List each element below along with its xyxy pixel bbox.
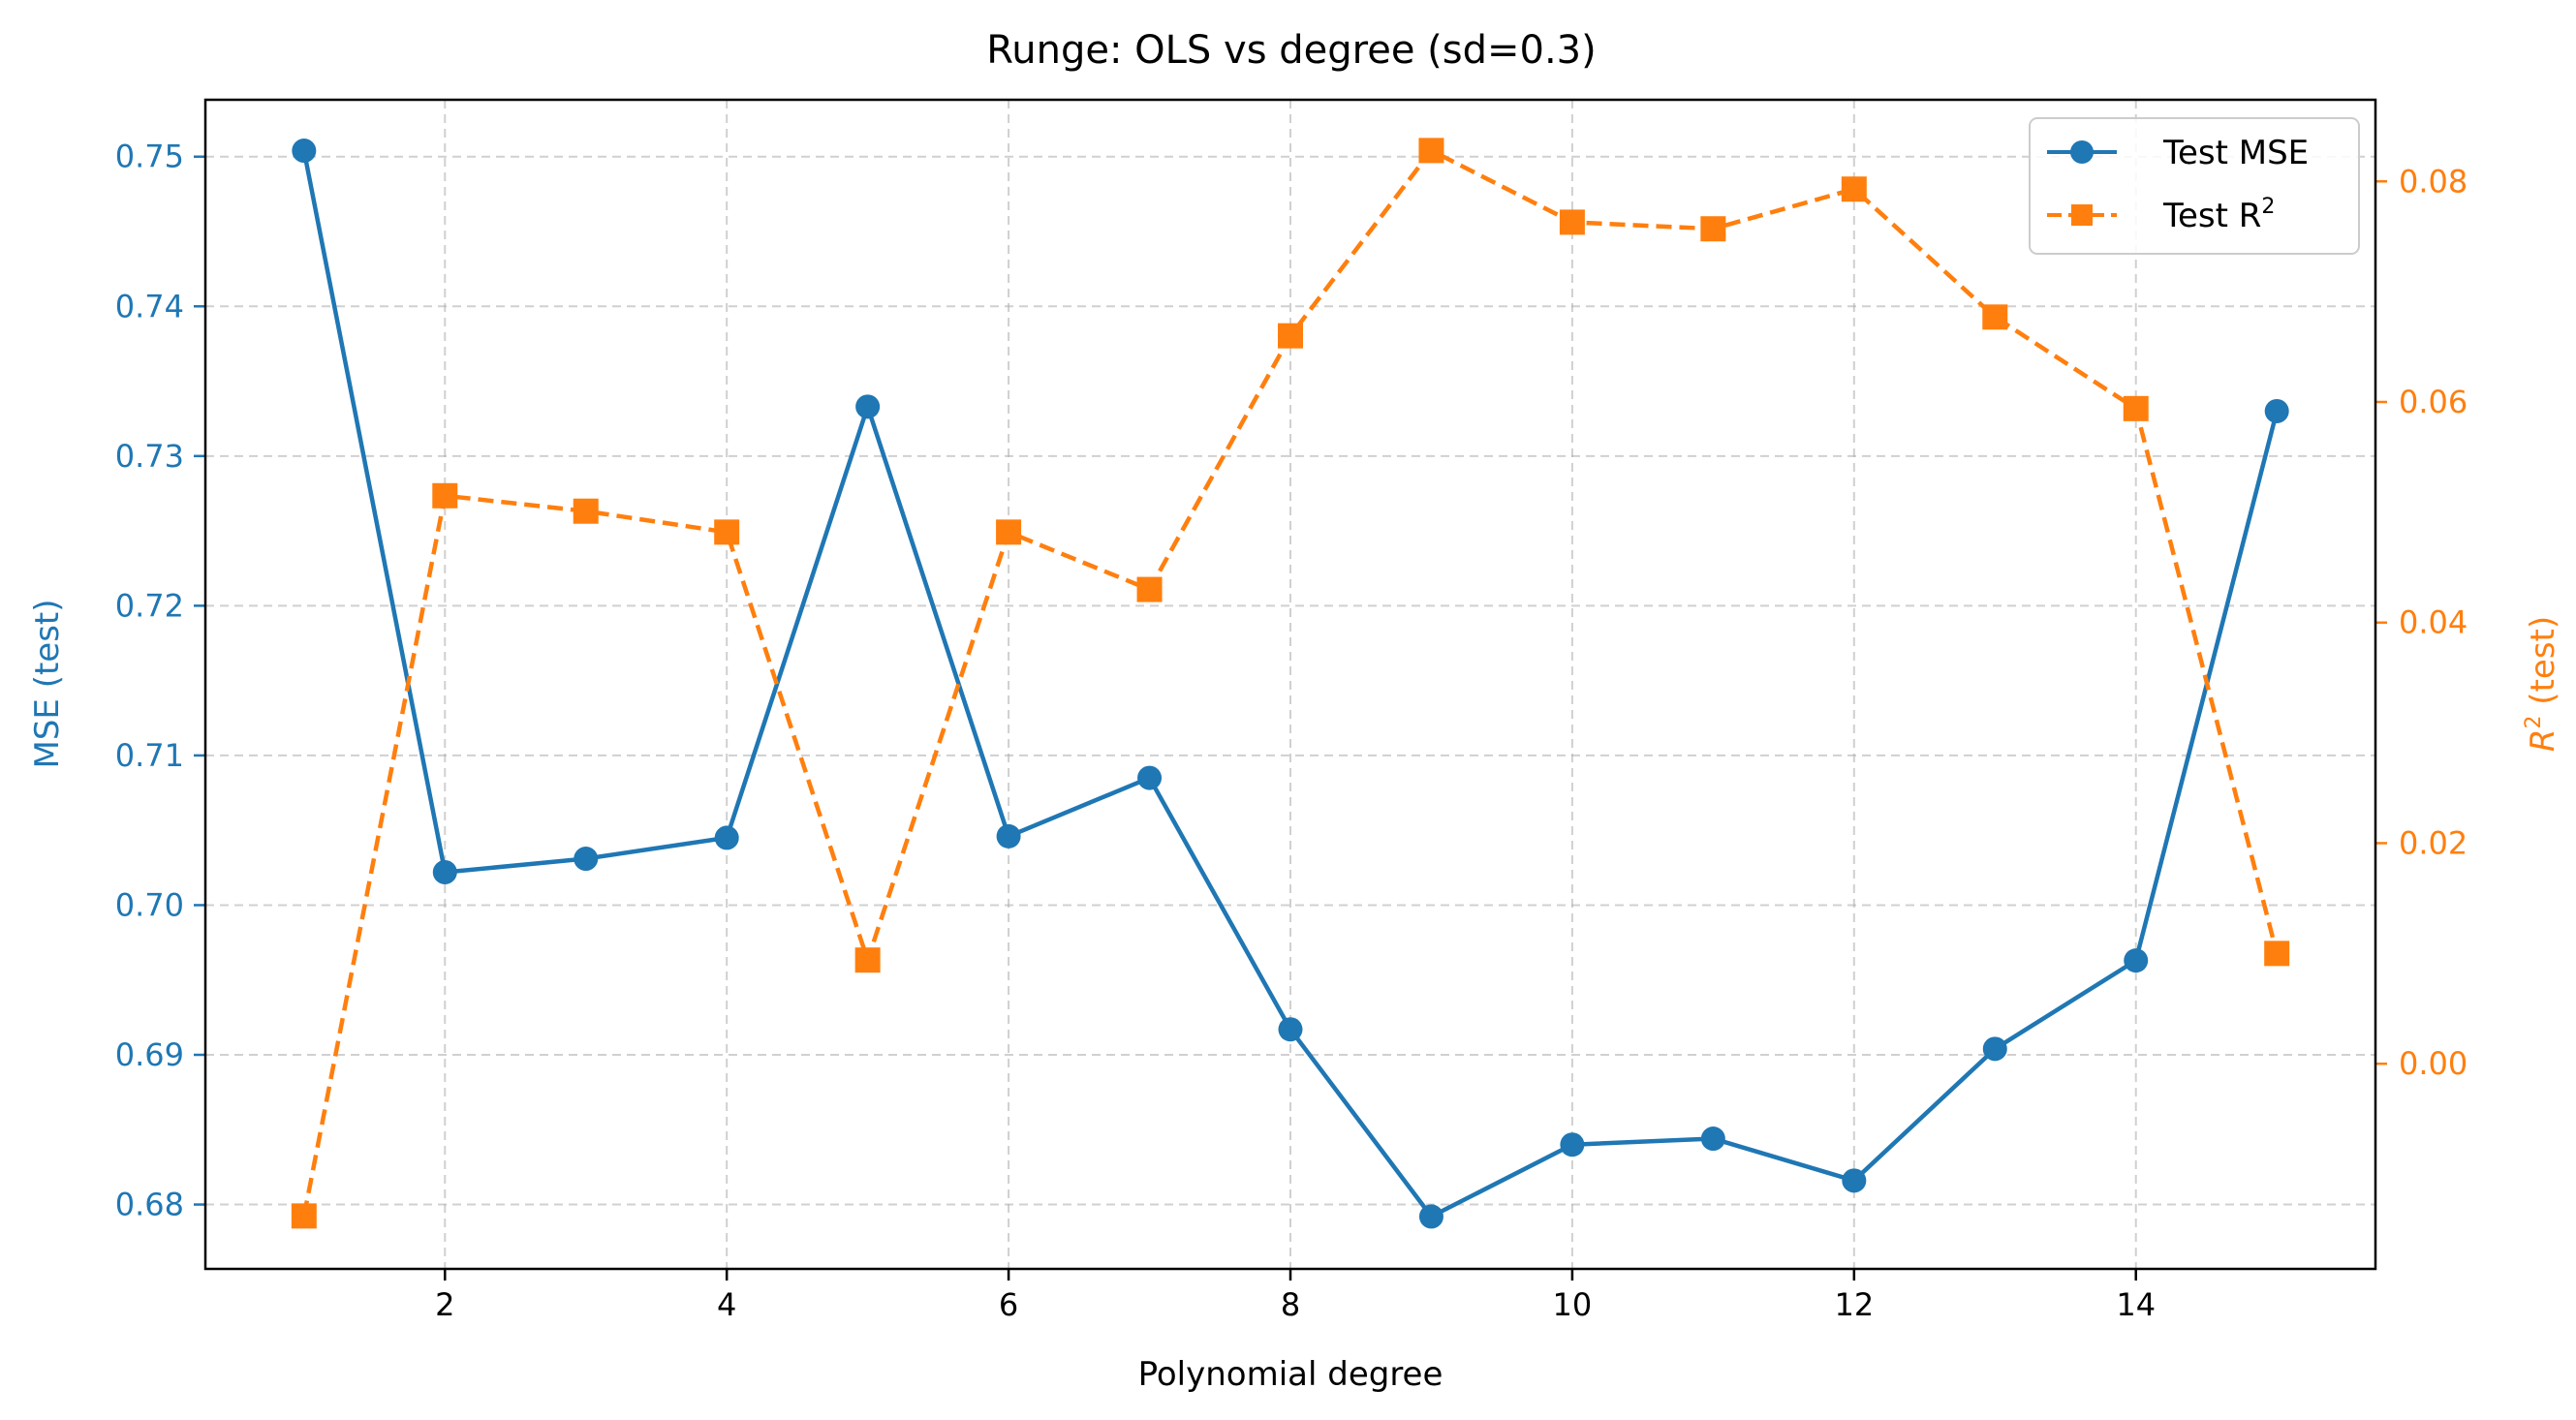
series-0-point-13 — [1982, 1036, 2007, 1062]
chart-title: Runge: OLS vs degree (sd=0.3) — [986, 28, 1596, 73]
right-tick-label-0: 0.00 — [2399, 1045, 2467, 1082]
left-tick-label-6: 0.74 — [115, 288, 184, 324]
series-1-point-11 — [1700, 216, 1726, 242]
legend-label-test-r2-main: Test R — [2162, 197, 2261, 235]
legend-label-test-mse: Test MSE — [2162, 134, 2309, 172]
series-0-point-14 — [2124, 948, 2149, 973]
left-tick-label-0: 0.68 — [115, 1187, 184, 1223]
x-tick-label-10: 10 — [1553, 1286, 1593, 1323]
series-1-point-14 — [2123, 395, 2149, 421]
left-tick-label-1: 0.69 — [115, 1036, 184, 1073]
x-axis-label: Polynomial degree — [1138, 1355, 1443, 1394]
series-1-point-5 — [854, 947, 881, 973]
right-tick-label-1: 0.02 — [2399, 824, 2467, 861]
left-tick-label-7: 0.75 — [115, 139, 184, 175]
series-0-point-10 — [1560, 1132, 1585, 1158]
left-axis-label: MSE (test) — [28, 599, 67, 768]
series-0-point-15 — [2264, 398, 2289, 423]
x-tick-label-6: 6 — [999, 1286, 1018, 1323]
series-0-point-6 — [996, 823, 1021, 849]
legend-marker-test-mse — [2070, 140, 2094, 164]
series-1-point-4 — [714, 519, 740, 545]
left-tick-label-5: 0.73 — [115, 438, 184, 475]
right-tick-label-4: 0.08 — [2399, 163, 2467, 200]
series-1-point-9 — [1418, 138, 1444, 164]
series-0-point-9 — [1418, 1204, 1443, 1229]
x-tick-label-4: 4 — [717, 1286, 736, 1323]
x-tick-label-8: 8 — [1281, 1286, 1300, 1323]
series-0-point-4 — [714, 825, 739, 850]
right-axis-ticks: 0.00 0.02 0.04 0.06 0.08 — [2375, 163, 2467, 1082]
left-tick-label-4: 0.72 — [115, 587, 184, 624]
series-0-point-8 — [1278, 1017, 1303, 1042]
series-1-point-13 — [1982, 304, 2008, 330]
series-0-point-1 — [292, 139, 317, 164]
left-axis-ticks: 0.68 0.69 0.70 0.71 0.72 0.73 0.74 0.75 — [115, 139, 205, 1223]
x-axis-ticks: 2 4 6 8 10 12 14 — [435, 1269, 2156, 1323]
series-1-point-12 — [1841, 176, 1867, 202]
series-1-point-1 — [291, 1203, 317, 1229]
legend-label-test-r2-sup: 2 — [2261, 195, 2275, 219]
series-0-point-2 — [432, 859, 457, 884]
plot-frame — [203, 98, 2377, 1271]
series-1-point-3 — [573, 498, 599, 524]
legend-label-test-r2: Test R2 — [2162, 195, 2275, 235]
series-0-point-11 — [1700, 1127, 1725, 1152]
series-0-point-7 — [1137, 765, 1163, 790]
series-1-point-6 — [996, 519, 1022, 545]
right-axis-label-sup: 2 — [2522, 716, 2546, 729]
legend-marker-test-r2 — [2071, 204, 2093, 226]
gridlines — [205, 100, 2375, 1269]
series-1-point-2 — [432, 482, 458, 509]
series-0-point-5 — [855, 394, 881, 419]
x-tick-label-14: 14 — [2116, 1286, 2156, 1323]
series-layer — [291, 138, 2290, 1229]
x-tick-label-2: 2 — [435, 1286, 454, 1323]
series-1-point-10 — [1559, 209, 1585, 235]
series-0-point-3 — [574, 847, 599, 872]
legend: Test MSE Test R2 — [2029, 117, 2360, 255]
right-axis-label-main: R — [2524, 729, 2562, 753]
left-tick-label-3: 0.71 — [115, 737, 184, 774]
series-1-point-15 — [2264, 941, 2290, 967]
series-1-point-7 — [1136, 576, 1163, 602]
x-tick-label-12: 12 — [1834, 1286, 1874, 1323]
right-tick-label-3: 0.06 — [2399, 384, 2467, 420]
series-1-point-8 — [1278, 323, 1303, 349]
left-tick-label-2: 0.70 — [115, 886, 184, 923]
right-axis-label-suffix: (test) — [2524, 616, 2562, 716]
right-axis-label: R2 (test) — [2522, 616, 2562, 752]
right-tick-label-2: 0.04 — [2399, 604, 2467, 641]
series-0-point-12 — [1842, 1168, 1867, 1193]
